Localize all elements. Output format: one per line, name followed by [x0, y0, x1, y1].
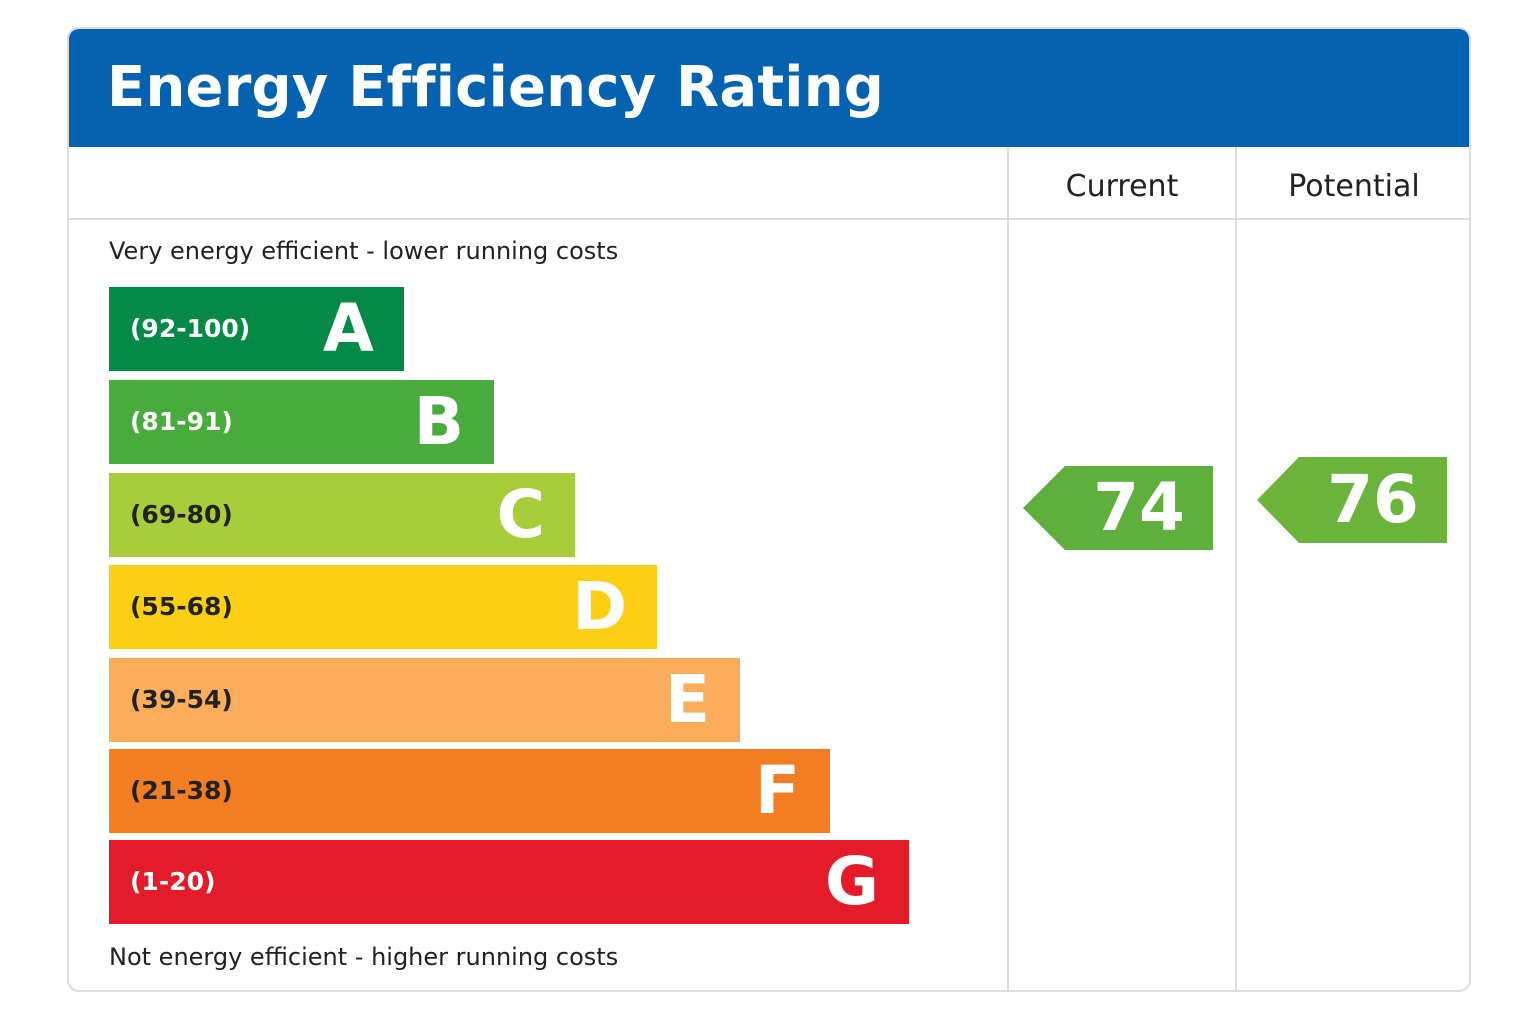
- current-rating-value: 74: [1093, 469, 1185, 546]
- band-b-range: (81-91): [130, 407, 233, 436]
- band-e-letter: E: [664, 661, 710, 738]
- band-g: (1-20) G: [109, 840, 909, 924]
- band-e: (39-54) E: [109, 658, 740, 742]
- potential-rating-arrow: 76: [1257, 457, 1447, 543]
- band-f: (21-38) F: [109, 749, 830, 833]
- band-b: (81-91) B: [109, 380, 494, 464]
- band-c: (69-80) C: [109, 473, 575, 557]
- current-arrow-shape: [1023, 466, 1213, 550]
- band-a-letter: A: [322, 290, 374, 367]
- band-c-range: (69-80): [130, 500, 233, 529]
- current-rating-arrow: 74: [1023, 466, 1213, 550]
- band-g-range: (1-20): [130, 867, 216, 896]
- band-f-letter: F: [754, 752, 800, 829]
- band-e-range: (39-54): [130, 685, 233, 714]
- band-c-letter: C: [496, 476, 545, 553]
- band-a: (92-100) A: [109, 287, 404, 371]
- energy-rating-card: Energy Efficiency Rating Current Potenti…: [67, 27, 1471, 992]
- band-f-range: (21-38): [130, 776, 233, 805]
- bottom-caption: Not energy efficient - higher running co…: [109, 943, 619, 971]
- band-d-letter: D: [572, 568, 627, 645]
- band-d-range: (55-68): [130, 592, 233, 621]
- potential-rating-value: 76: [1327, 461, 1419, 538]
- column-header-potential: Potential: [1288, 169, 1420, 204]
- potential-arrow-shape: [1257, 457, 1447, 543]
- band-d: (55-68) D: [109, 565, 657, 649]
- column-divider-current: [1007, 147, 1009, 990]
- header-row-divider: [69, 218, 1469, 220]
- column-header-current: Current: [1065, 169, 1179, 204]
- band-b-letter: B: [413, 383, 464, 460]
- chart-title: Energy Efficiency Rating: [107, 55, 885, 120]
- top-caption: Very energy efficient - lower running co…: [109, 237, 619, 265]
- band-a-range: (92-100): [130, 314, 251, 343]
- band-g-letter: G: [824, 843, 879, 920]
- column-divider-potential: [1235, 147, 1237, 990]
- header-bar: Energy Efficiency Rating: [69, 29, 1469, 147]
